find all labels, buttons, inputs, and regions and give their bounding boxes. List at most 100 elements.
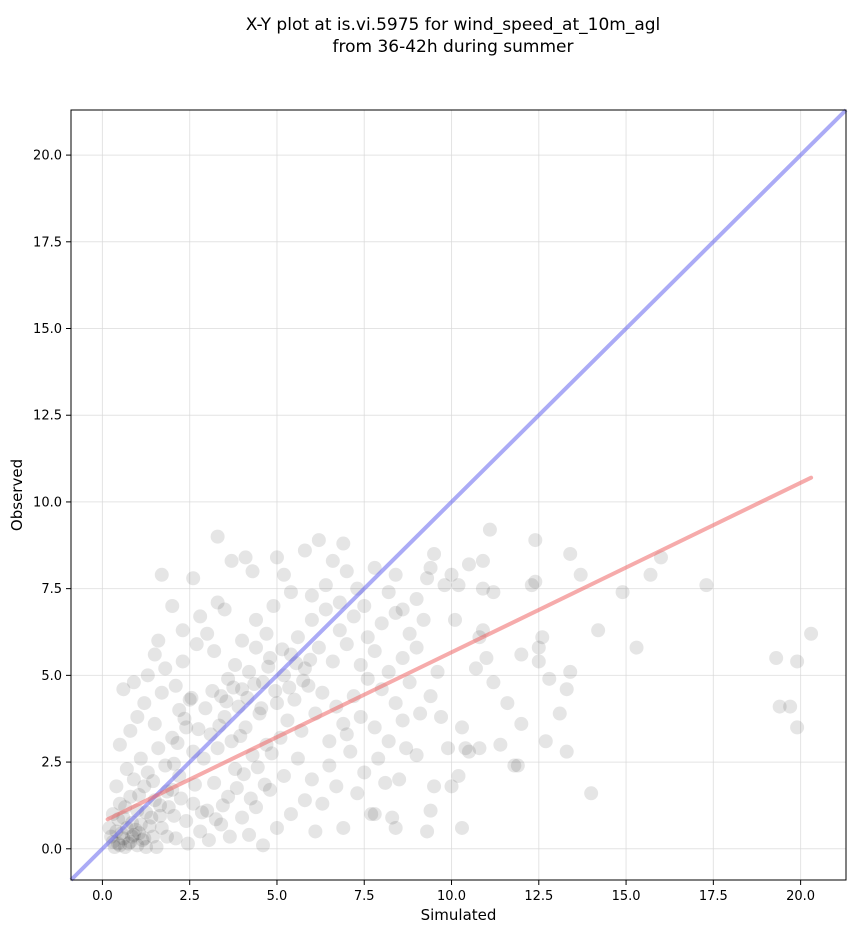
scatter-point-130 [297,543,312,558]
scatter-point-202 [461,557,476,572]
scatter-point-24 [133,751,148,766]
scatter-point-105 [276,768,291,783]
scatter-point-196 [454,720,469,735]
scatter-point-257 [132,788,147,803]
scatter-point-29 [172,768,187,783]
y-tick-label-0: 0.0 [41,842,62,857]
chart-title-line-2: from 36-42h during summer [333,37,574,57]
scatter-point-153 [360,671,375,686]
scatter-point-159 [402,675,417,690]
scatter-point-187 [413,706,428,721]
scatter-point-133 [318,578,333,593]
scatter-point-132 [311,533,326,548]
scatter-point-180 [367,807,382,822]
scatter-point-174 [409,592,424,607]
scatter-point-18 [154,820,169,835]
scatter-point-84 [242,664,257,679]
scatter-point-61 [179,814,194,829]
scatter-point-269 [118,840,133,855]
scatter-point-190 [427,779,442,794]
scatter-point-267 [104,829,119,844]
scatter-point-149 [371,751,386,766]
scatter-point-141 [315,796,330,811]
scatter-point-300 [261,659,276,674]
scatter-point-48 [182,692,197,707]
scatter-point-43 [147,647,162,662]
scatter-point-177 [427,546,442,561]
scatter-point-251 [135,833,150,848]
regression-fit-line [105,475,814,822]
scatter-point-157 [388,696,403,711]
scatter-point-1 [109,824,124,839]
scatter-point-32 [130,709,145,724]
scatter-point-242 [772,699,787,714]
scatter-point-305 [296,673,311,688]
scatter-point-5 [123,834,138,849]
scatter-point-60 [168,831,183,846]
reference-lines [69,108,848,882]
scatter-point-49 [189,637,204,652]
scatter-point-176 [423,560,438,575]
scatter-point-152 [353,709,368,724]
scatter-point-296 [233,729,248,744]
scatter-point-183 [388,820,403,835]
scatter-point-99 [283,585,298,600]
scatter-point-271 [132,826,147,841]
scatter-point-253 [149,840,164,855]
x-tick-label-0: 0.0 [92,889,113,904]
scatter-point-163 [374,616,389,631]
scatter-point-240 [699,578,714,593]
scatter-point-88 [269,696,284,711]
scatter-point-62 [186,796,201,811]
scatter-point-292 [205,683,220,698]
scatter-point-82 [228,657,243,672]
scatter-point-96 [266,598,281,613]
scatter-point-248 [114,826,129,841]
scatter-point-186 [409,748,424,763]
scatter-point-282 [236,767,251,782]
scatter-point-189 [423,803,438,818]
scatter-point-131 [304,588,319,603]
scatter-point-142 [322,758,337,773]
scatter-point-209 [482,522,497,537]
scatter-point-173 [395,602,410,617]
scatter-point-249 [121,836,136,851]
scatter-point-272 [139,840,154,855]
scatter-point-35 [154,685,169,700]
scatter-point-201 [451,578,466,593]
scatter-point-194 [441,741,456,756]
scatter-point-156 [381,734,396,749]
scatter-point-16 [144,810,159,825]
scatter-point-135 [332,595,347,610]
scatter-point-279 [215,798,230,813]
scatter-point-228 [552,706,567,721]
scatter-point-58 [210,529,225,544]
scatter-point-53 [186,571,201,586]
scatter-point-140 [308,824,323,839]
scatter-point-97 [269,550,284,565]
scatter-point-116 [315,685,330,700]
x-axis-label: Simulated [421,906,497,924]
scatter-point-47 [175,654,190,669]
scatter-point-68 [228,762,243,777]
scatter-point-198 [458,741,473,756]
y-tick-label-3: 7.5 [41,582,62,597]
scatter-point-100 [242,827,257,842]
scatter-point-206 [475,581,490,596]
scatter-point-119 [336,716,351,731]
y-tick-label-7: 17.5 [33,235,62,250]
scatter-point-122 [297,661,312,676]
scatter-point-197 [451,768,466,783]
scatter-point-263 [173,791,188,806]
scatter-point-223 [531,654,546,669]
x-tick-label-8: 20.0 [786,889,815,904]
scatter-point-108 [297,793,312,808]
x-tick-label-5: 12.5 [524,889,553,904]
scatter-point-295 [226,680,241,695]
scatter-point-144 [336,820,351,835]
scatter-point-287 [170,735,185,750]
scatter-point-95 [259,626,274,641]
scatter-point-266 [194,805,209,820]
scatter-point-161 [360,630,375,645]
